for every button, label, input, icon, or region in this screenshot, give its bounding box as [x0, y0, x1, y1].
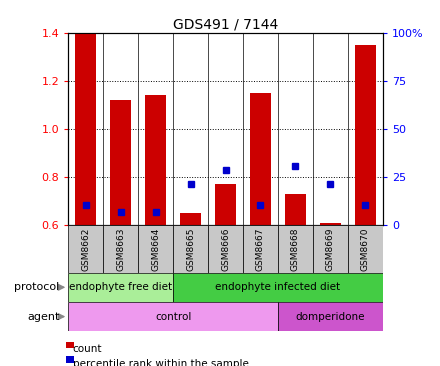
Text: endophyte infected diet: endophyte infected diet [215, 282, 341, 292]
Text: GSM8666: GSM8666 [221, 227, 230, 270]
Bar [68, 225, 103, 273]
Bar [173, 225, 208, 273]
Bar [68, 302, 278, 331]
Bar [110, 100, 131, 225]
Text: count: count [73, 344, 102, 354]
Bar [313, 225, 348, 273]
Title: GDS491 / 7144: GDS491 / 7144 [173, 18, 278, 32]
Bar [243, 225, 278, 273]
Bar [278, 302, 383, 331]
Bar [348, 225, 383, 273]
Text: domperidone: domperidone [296, 311, 365, 322]
Text: GSM8668: GSM8668 [291, 227, 300, 270]
Bar [138, 225, 173, 273]
Bar [320, 223, 341, 225]
Bar [75, 33, 96, 225]
Text: GSM8669: GSM8669 [326, 227, 335, 270]
Text: GSM8664: GSM8664 [151, 227, 160, 270]
Bar [103, 225, 138, 273]
Text: GSM8670: GSM8670 [361, 227, 370, 270]
Text: protocol: protocol [14, 282, 59, 292]
Text: GSM8663: GSM8663 [116, 227, 125, 270]
Bar [208, 225, 243, 273]
Bar [215, 184, 236, 225]
Bar [355, 45, 376, 225]
Text: control: control [155, 311, 191, 322]
Bar [145, 96, 166, 225]
Bar [68, 273, 173, 302]
Bar [285, 194, 306, 225]
Bar [250, 93, 271, 225]
Bar [278, 225, 313, 273]
Text: percentile rank within the sample: percentile rank within the sample [73, 359, 249, 366]
Bar [173, 273, 383, 302]
Text: GSM8662: GSM8662 [81, 227, 90, 270]
Bar [180, 213, 201, 225]
Text: GSM8665: GSM8665 [186, 227, 195, 270]
Text: endophyte free diet: endophyte free diet [69, 282, 172, 292]
Text: GSM8667: GSM8667 [256, 227, 265, 270]
Text: agent: agent [27, 311, 59, 322]
